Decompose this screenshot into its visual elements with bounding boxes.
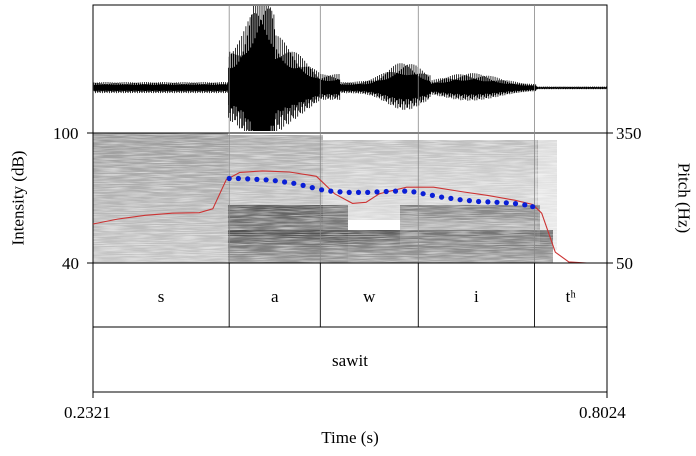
intensity-axis-title: Intensity (dB) [8, 150, 28, 246]
waveform-frame [92, 4, 608, 134]
word-tier-frame [92, 326, 608, 393]
pitch-point [337, 189, 343, 195]
intensity-curve [92, 170, 607, 264]
pitch-point [476, 198, 482, 205]
pitch-point [512, 201, 519, 207]
pitch-point [235, 175, 241, 182]
time-end-label: 0.8024 [579, 403, 626, 422]
segment-label: s [157, 287, 165, 306]
waveform-trace [93, 6, 607, 131]
pitch-point [485, 199, 491, 205]
pitch-point [383, 188, 389, 195]
waveform-panel [92, 4, 608, 134]
pitch-point [365, 189, 371, 195]
pitch-point [457, 197, 463, 203]
pitch-point [282, 179, 288, 185]
segment-label: i [473, 287, 479, 306]
pitch-point [374, 189, 380, 195]
pitch-points [226, 175, 536, 210]
pitch-point [355, 189, 362, 195]
pitch-point [291, 180, 297, 186]
segment-tier-frame [92, 262, 608, 328]
pitch-point [420, 191, 426, 197]
pitch-point [309, 185, 315, 191]
pitch-point [272, 178, 278, 184]
spectrogram-grain [93, 133, 607, 263]
pitch-point [411, 189, 417, 195]
segment-label: w [363, 287, 376, 306]
pitch-point [328, 188, 334, 194]
pitch-point [429, 192, 435, 198]
intensity-min-label: 40 [62, 254, 79, 273]
segment-boundaries [228, 5, 535, 327]
pitch-point [402, 188, 408, 194]
pitch-point [494, 199, 500, 205]
pitch-point [439, 194, 445, 200]
pitch-point [522, 202, 528, 208]
pitch-point [392, 188, 399, 194]
spectrogram-panel [93, 133, 607, 263]
segment-label: tʰ [565, 287, 576, 306]
pitch-point [245, 176, 251, 182]
pitch-min-label: 50 [616, 254, 633, 273]
word-label: sawit [332, 351, 368, 370]
time-axis-title: Time (s) [321, 428, 379, 447]
pitch-point [530, 204, 536, 210]
intensity-max-label: 100 [53, 124, 79, 143]
pitch-point [448, 195, 454, 201]
pitch-point [254, 176, 260, 182]
pitch-point [319, 187, 325, 193]
pitch-point [466, 198, 472, 204]
pitch-point [300, 182, 306, 188]
pitch-axis-title: Pitch (Hz) [674, 162, 694, 234]
pitch-max-label: 350 [616, 124, 642, 143]
pitch-point [503, 200, 509, 206]
pitch-point [346, 189, 352, 195]
pitch-point [226, 175, 232, 182]
pitch-point [263, 177, 269, 183]
segment-label: a [270, 287, 279, 306]
time-start-label: 0.2321 [64, 403, 111, 422]
